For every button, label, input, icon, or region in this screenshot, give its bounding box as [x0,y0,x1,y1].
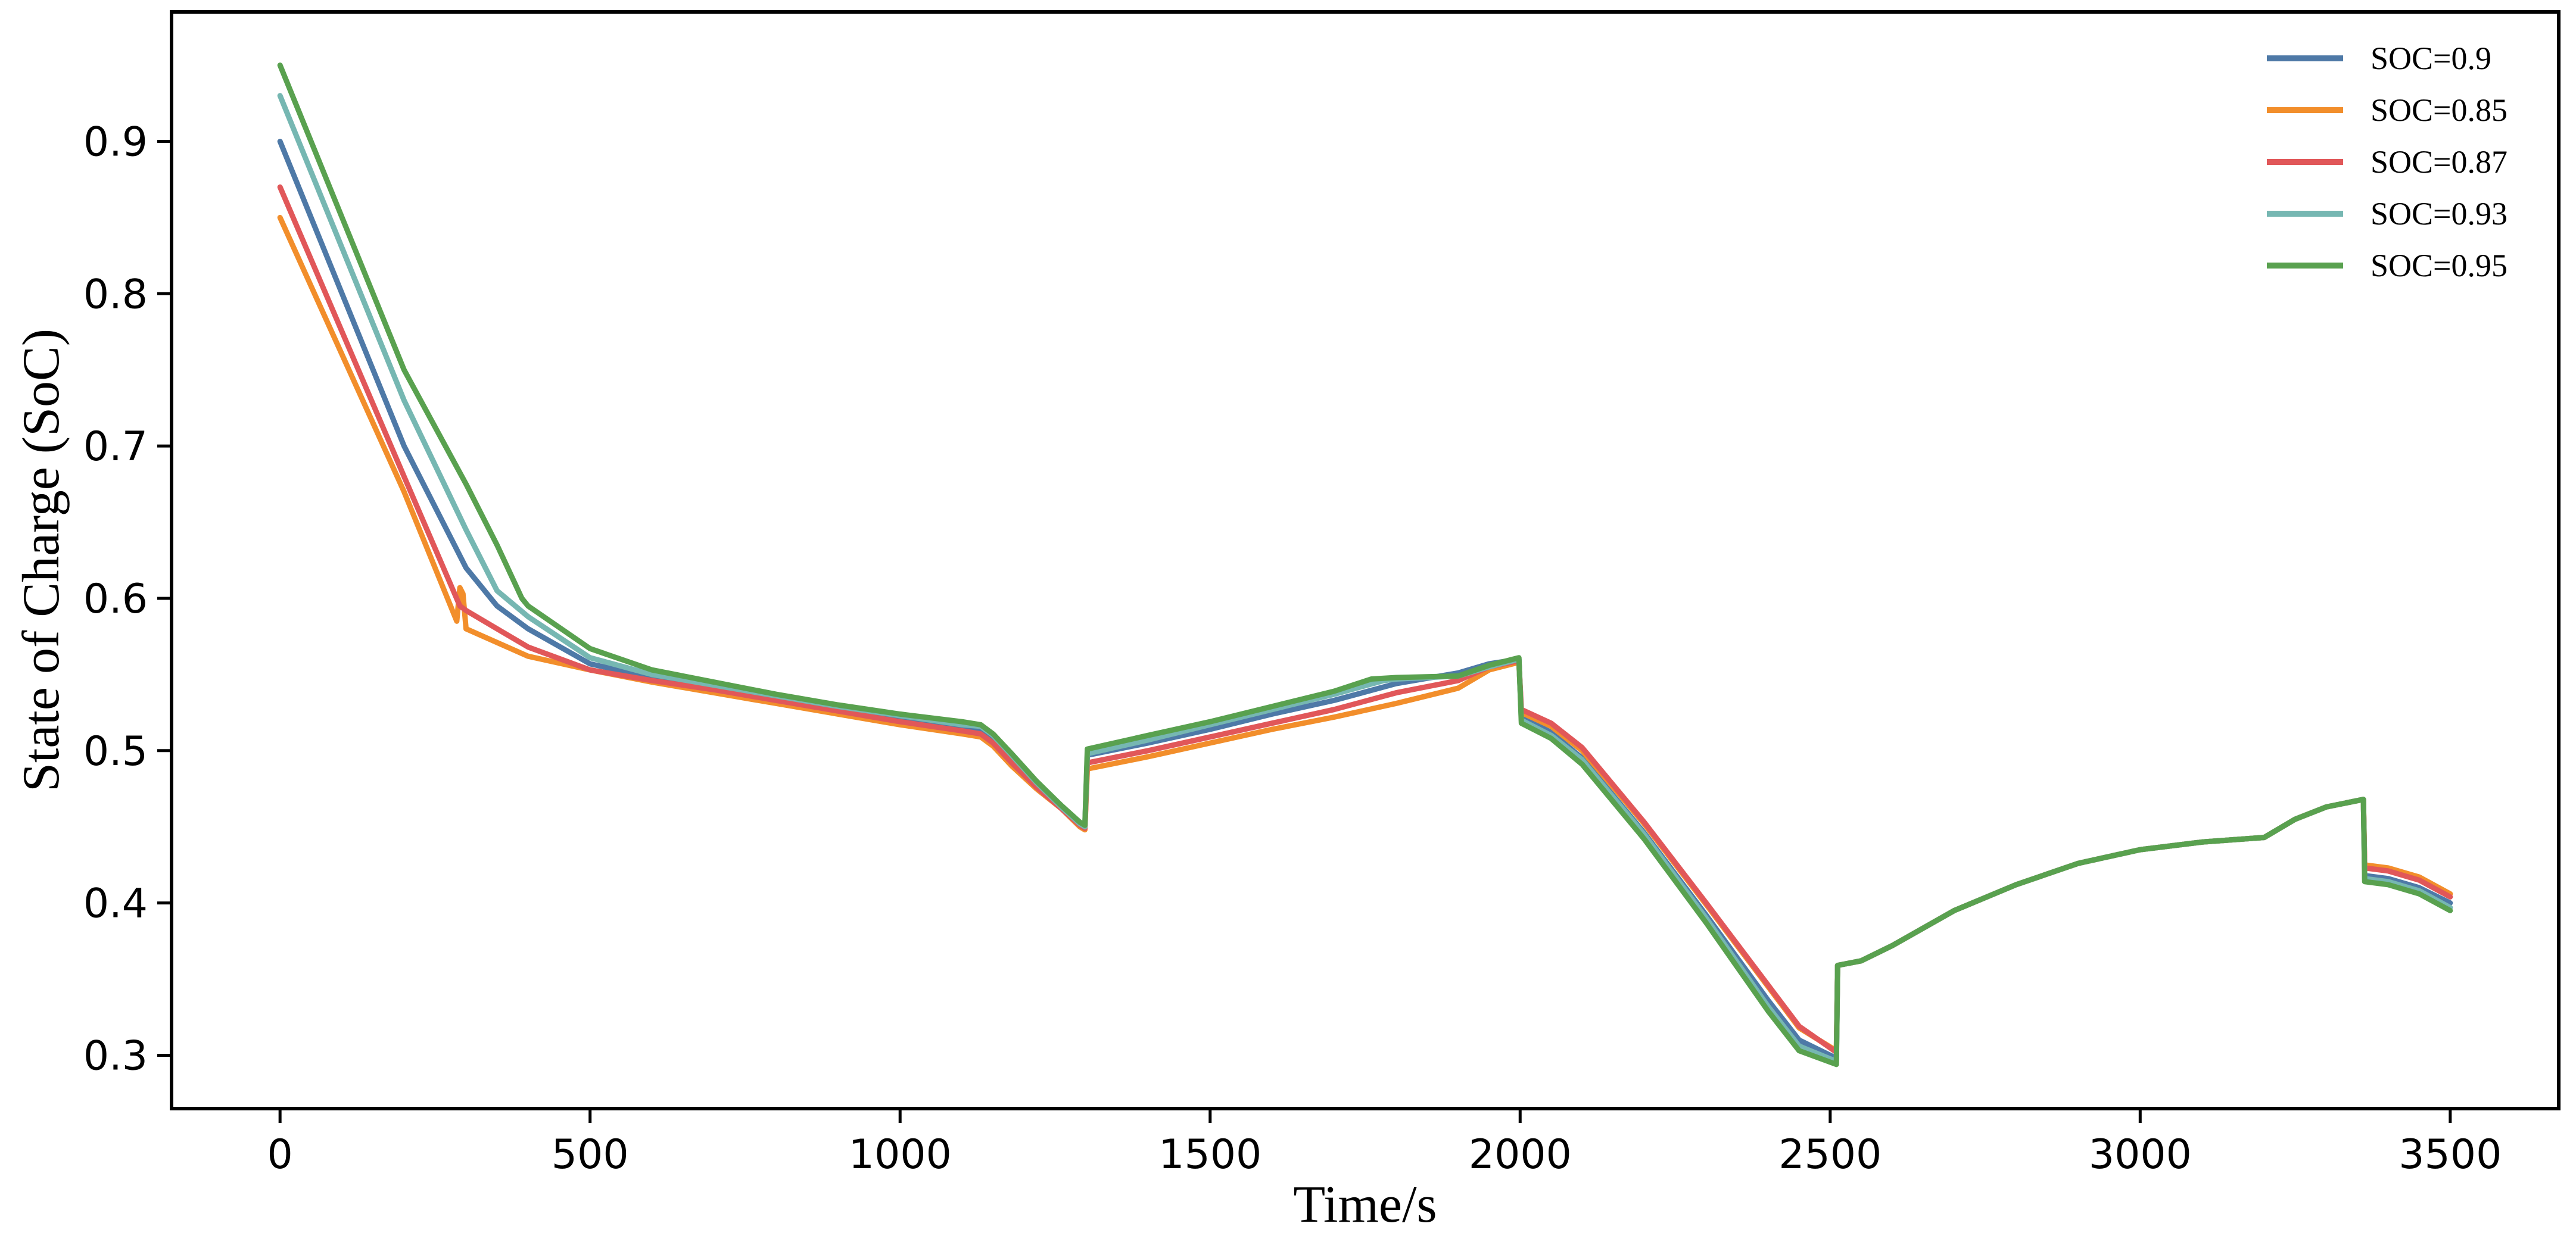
legend-label: SOC=0.95 [2371,248,2508,283]
y-tick-label: 0.3 [83,1032,148,1079]
legend-label: SOC=0.87 [2371,144,2508,180]
x-axis-ticks: 0 500 1000 1500 2000 2500 3000 3500 [267,1109,2502,1178]
series-line [277,214,2453,1054]
legend-label: SOC=0.93 [2371,196,2508,232]
x-tick-label: 1000 [849,1131,952,1178]
y-tick-label: 0.9 [83,118,148,166]
x-tick-label: 0 [267,1131,293,1178]
series-line [277,63,2453,1068]
legend-label: SOC=0.85 [2371,92,2508,128]
x-axis-label: Time/s [1293,1176,1437,1234]
y-axis-label: State of Charge (SoC) [13,329,70,792]
series-line [277,184,2453,1055]
series-line [277,93,2453,1065]
plot-area-frame [170,10,2561,1110]
x-tick-label: 500 [552,1131,629,1178]
legend-label: SOC=0.9 [2371,40,2491,76]
y-tick-label: 0.4 [83,881,148,928]
legend: SOC=0.9 SOC=0.85 SOC=0.87 SOC=0.93 SOC=0.95 [2267,40,2508,283]
y-tick-label: 0.8 [83,271,148,318]
x-tick-label: 3000 [2089,1131,2192,1178]
x-tick-label: 2000 [1469,1131,1572,1178]
y-axis-ticks: 0.3 0.4 0.5 0.6 0.7 0.8 0.9 [83,118,172,1079]
series-line [277,139,2453,1062]
series-layer [277,63,2453,1068]
x-tick-label: 1500 [1158,1131,1261,1178]
x-tick-label: 3500 [2399,1131,2502,1178]
y-tick-label: 0.6 [83,576,148,623]
x-tick-label: 2500 [1778,1131,1882,1178]
y-tick-label: 0.7 [83,423,148,470]
y-tick-label: 0.5 [83,728,148,775]
